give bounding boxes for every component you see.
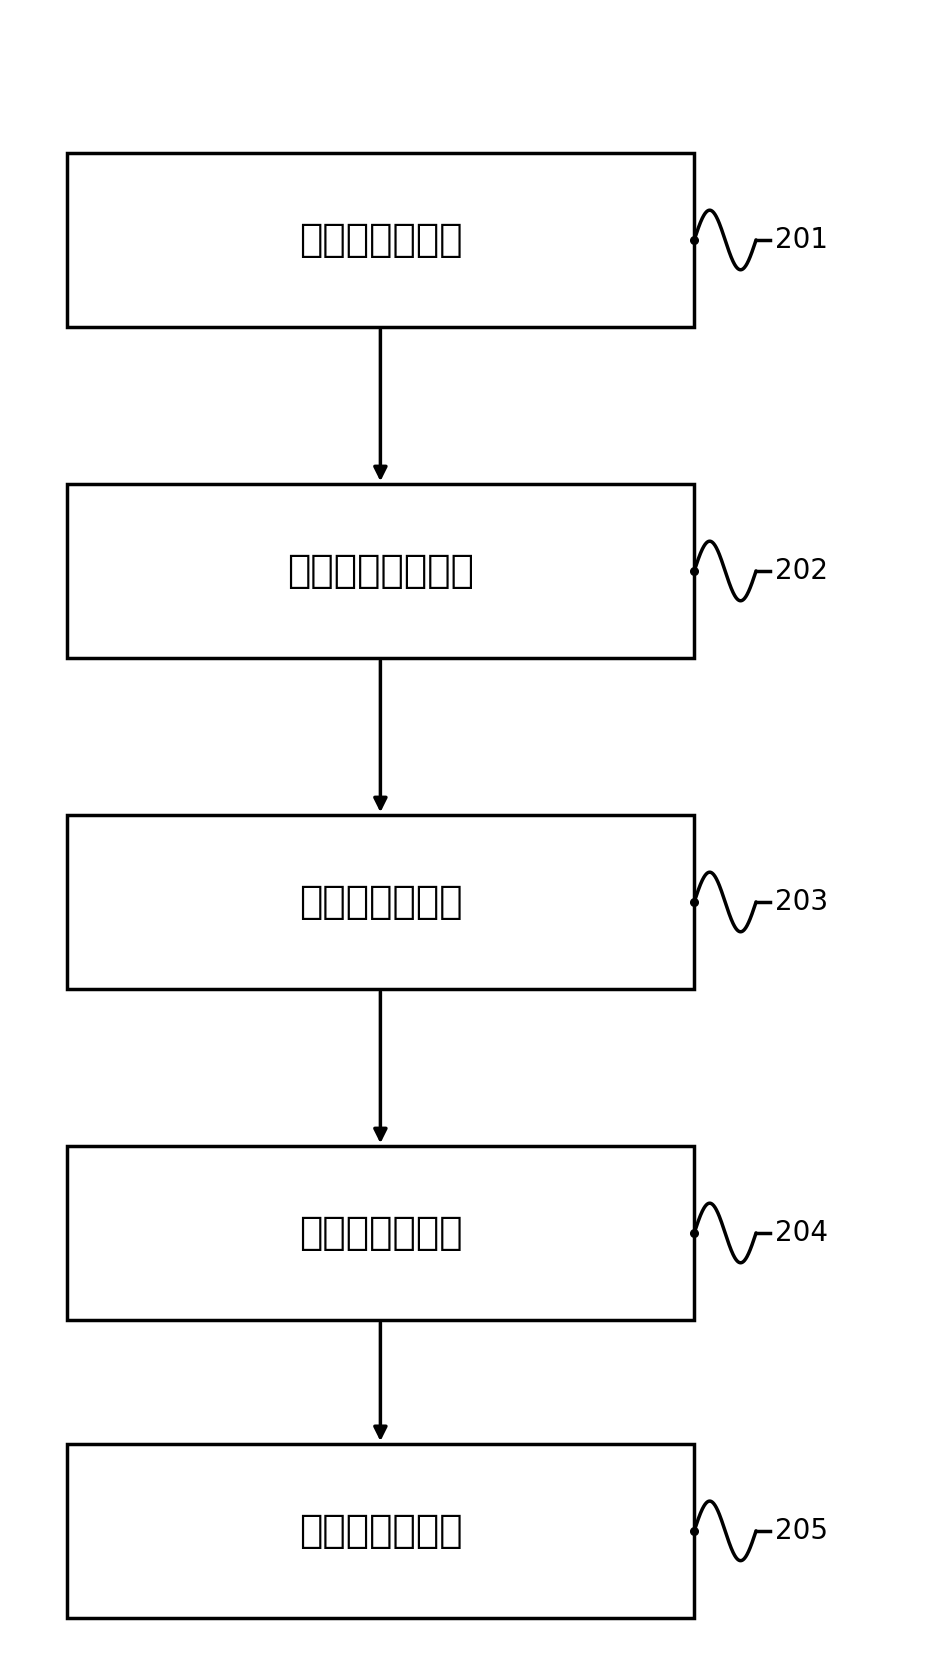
Text: 修正控制谱单元: 修正控制谱单元: [299, 1215, 462, 1251]
Text: 计算控制谱单元: 计算控制谱单元: [299, 884, 462, 920]
Text: 采集响应值单元: 采集响应值单元: [299, 222, 462, 258]
Text: 加载控制谱单元: 加载控制谱单元: [299, 1513, 462, 1549]
Bar: [67, 485, 694, 657]
Bar: [67, 1443, 694, 1619]
Bar: [67, 1145, 694, 1321]
Text: 205: 205: [775, 1518, 828, 1544]
Bar: [67, 814, 694, 988]
Bar: [67, 154, 694, 328]
Text: 202: 202: [775, 558, 828, 584]
Text: 203: 203: [775, 889, 828, 915]
Text: 计算频响函数单元: 计算频响函数单元: [287, 553, 474, 589]
Text: 204: 204: [775, 1220, 828, 1246]
Text: 201: 201: [775, 227, 828, 253]
